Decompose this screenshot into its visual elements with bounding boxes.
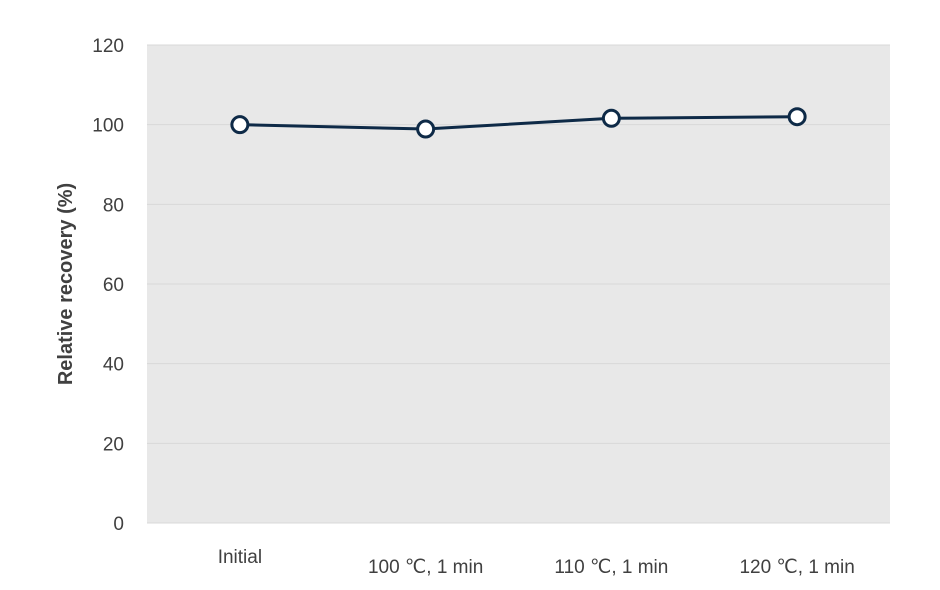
- x-tick-label: Initial: [218, 547, 262, 568]
- y-tick-label: 120: [92, 36, 124, 57]
- y-tick-label: 20: [103, 434, 124, 455]
- y-tick-label: 60: [103, 275, 124, 296]
- x-tick-label: 120 ℃, 1 min: [739, 557, 854, 578]
- data-point-marker: [416, 119, 436, 139]
- data-point-marker: [787, 107, 807, 127]
- x-tick-label: 100 ℃, 1 min: [368, 557, 483, 578]
- y-tick-label: 80: [103, 195, 124, 216]
- data-point-marker: [601, 108, 621, 128]
- y-axis-tick-labels: 0 20 40 60 80 100 120: [92, 36, 124, 535]
- y-tick-label: 40: [103, 355, 124, 376]
- x-axis-tick-labels: Initial 100 ℃, 1 min 110 ℃, 1 min 120 ℃, 1 …: [218, 547, 855, 578]
- y-axis-title: Relative recovery (%): [55, 183, 77, 385]
- y-tick-label: 100: [92, 116, 124, 137]
- data-point-marker: [230, 115, 250, 135]
- series-line: [239, 115, 798, 131]
- series-group: [230, 107, 807, 139]
- y-tick-label: 0: [113, 514, 124, 535]
- x-tick-label: 110 ℃, 1 min: [554, 557, 668, 578]
